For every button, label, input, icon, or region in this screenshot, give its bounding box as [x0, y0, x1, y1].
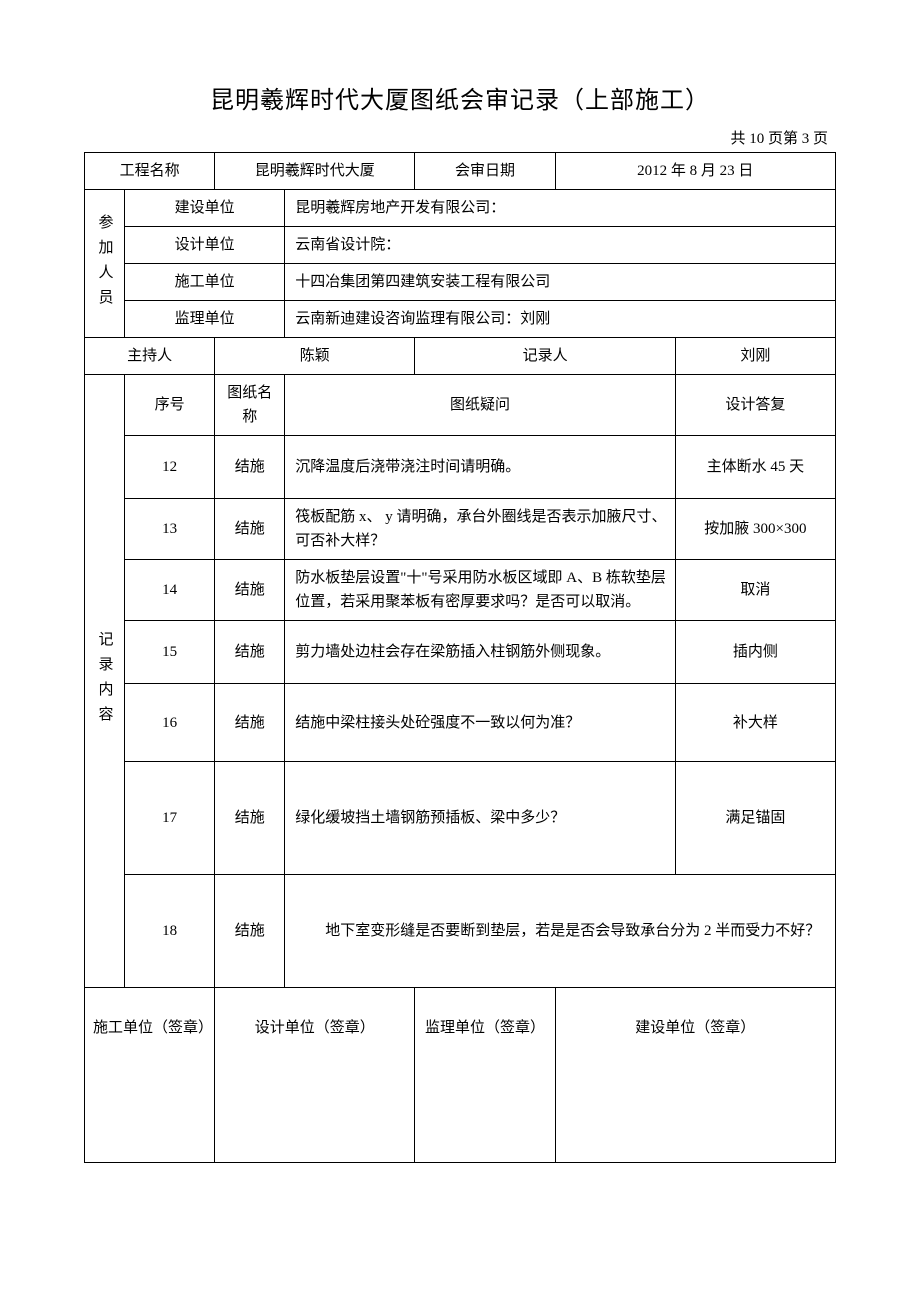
record-table: 工程名称 昆明羲辉时代大厦 会审日期 2012 年 8 月 23 日 参加人员 … — [84, 152, 836, 1163]
project-name-label: 工程名称 — [85, 153, 215, 190]
col-answer: 设计答复 — [675, 375, 835, 436]
answer-cell: 补大样 — [675, 684, 835, 762]
sig-design: 设计单位（签章） — [215, 988, 415, 1163]
table-row: 监理单位 云南新迪建设咨询监理有限公司：刘刚 — [85, 301, 836, 338]
seq-cell: 16 — [125, 684, 215, 762]
table-row: 12 结施 沉降温度后浇带浇注时间请明确。 主体断水 45 天 — [85, 436, 836, 499]
answer-cell: 满足锚固 — [675, 762, 835, 875]
participants-label: 参加人员 — [85, 190, 125, 338]
construct-unit-label: 施工单位 — [125, 264, 285, 301]
build-unit-label: 建设单位 — [125, 190, 285, 227]
recorder: 刘刚 — [675, 338, 835, 375]
question-cell: 地下室变形缝是否要断到垫层，若是是否会导致承台分为 2 半而受力不好？ — [285, 875, 836, 988]
drawing-cell: 结施 — [215, 436, 285, 499]
question-cell: 沉降温度后浇带浇注时间请明确。 — [285, 436, 675, 499]
host: 陈颖 — [215, 338, 415, 375]
drawing-cell: 结施 — [215, 875, 285, 988]
drawing-cell: 结施 — [215, 560, 285, 621]
seq-cell: 15 — [125, 621, 215, 684]
seq-cell: 14 — [125, 560, 215, 621]
table-row: 15 结施 剪力墙处边柱会存在梁筋插入柱钢筋外侧现象。 插内侧 — [85, 621, 836, 684]
col-question: 图纸疑问 — [285, 375, 675, 436]
answer-cell: 主体断水 45 天 — [675, 436, 835, 499]
sig-build: 建设单位（签章） — [555, 988, 835, 1163]
seq-cell: 12 — [125, 436, 215, 499]
table-row: 14 结施 防水板垫层设置"十"号采用防水板区域即 A、B 栋软垫层位置，若采用… — [85, 560, 836, 621]
seq-cell: 18 — [125, 875, 215, 988]
design-unit-label: 设计单位 — [125, 227, 285, 264]
table-row: 施工单位 十四冶集团第四建筑安装工程有限公司 — [85, 264, 836, 301]
host-label: 主持人 — [85, 338, 215, 375]
table-row: 18 结施 地下室变形缝是否要断到垫层，若是是否会导致承台分为 2 半而受力不好… — [85, 875, 836, 988]
table-row: 参加人员 建设单位 昆明羲辉房地产开发有限公司： — [85, 190, 836, 227]
table-row: 主持人 陈颖 记录人 刘刚 — [85, 338, 836, 375]
table-row: 工程名称 昆明羲辉时代大厦 会审日期 2012 年 8 月 23 日 — [85, 153, 836, 190]
recorder-label: 记录人 — [415, 338, 675, 375]
project-name: 昆明羲辉时代大厦 — [215, 153, 415, 190]
table-row: 设计单位 云南省设计院： — [85, 227, 836, 264]
pagination: 共 10 页第 3 页 — [84, 127, 836, 148]
table-row: 记录内容 序号 图纸名称 图纸疑问 设计答复 — [85, 375, 836, 436]
signature-row: 施工单位（签章） 设计单位（签章） 监理单位（签章） 建设单位（签章） — [85, 988, 836, 1163]
drawing-cell: 结施 — [215, 684, 285, 762]
review-date: 2012 年 8 月 23 日 — [555, 153, 835, 190]
table-row: 17 结施 绿化缓坡挡土墙钢筋预插板、梁中多少？ 满足锚固 — [85, 762, 836, 875]
question-cell: 防水板垫层设置"十"号采用防水板区域即 A、B 栋软垫层位置，若采用聚苯板有密厚… — [285, 560, 675, 621]
table-row: 13 结施 筏板配筋 x、 y 请明确，承台外圈线是否表示加腋尺寸、可否补大样？… — [85, 499, 836, 560]
construct-unit: 十四冶集团第四建筑安装工程有限公司 — [285, 264, 836, 301]
supervise-unit: 云南新迪建设咨询监理有限公司：刘刚 — [285, 301, 836, 338]
question-cell: 结施中梁柱接头处砼强度不一致以何为准？ — [285, 684, 675, 762]
supervise-unit-label: 监理单位 — [125, 301, 285, 338]
col-drawing: 图纸名称 — [215, 375, 285, 436]
seq-cell: 17 — [125, 762, 215, 875]
question-cell: 剪力墙处边柱会存在梁筋插入柱钢筋外侧现象。 — [285, 621, 675, 684]
sig-construct: 施工单位（签章） — [85, 988, 215, 1163]
col-seq: 序号 — [125, 375, 215, 436]
seq-cell: 13 — [125, 499, 215, 560]
drawing-cell: 结施 — [215, 762, 285, 875]
page-title: 昆明羲辉时代大厦图纸会审记录（上部施工） — [84, 80, 836, 115]
design-unit: 云南省设计院： — [285, 227, 836, 264]
answer-cell: 插内侧 — [675, 621, 835, 684]
answer-cell: 按加腋 300×300 — [675, 499, 835, 560]
drawing-cell: 结施 — [215, 621, 285, 684]
sig-supervise: 监理单位（签章） — [415, 988, 555, 1163]
table-row: 16 结施 结施中梁柱接头处砼强度不一致以何为准？ 补大样 — [85, 684, 836, 762]
content-section-label: 记录内容 — [85, 375, 125, 988]
answer-cell: 取消 — [675, 560, 835, 621]
question-cell: 筏板配筋 x、 y 请明确，承台外圈线是否表示加腋尺寸、可否补大样？ — [285, 499, 675, 560]
review-date-label: 会审日期 — [415, 153, 555, 190]
question-cell: 绿化缓坡挡土墙钢筋预插板、梁中多少？ — [285, 762, 675, 875]
build-unit: 昆明羲辉房地产开发有限公司： — [285, 190, 836, 227]
drawing-cell: 结施 — [215, 499, 285, 560]
